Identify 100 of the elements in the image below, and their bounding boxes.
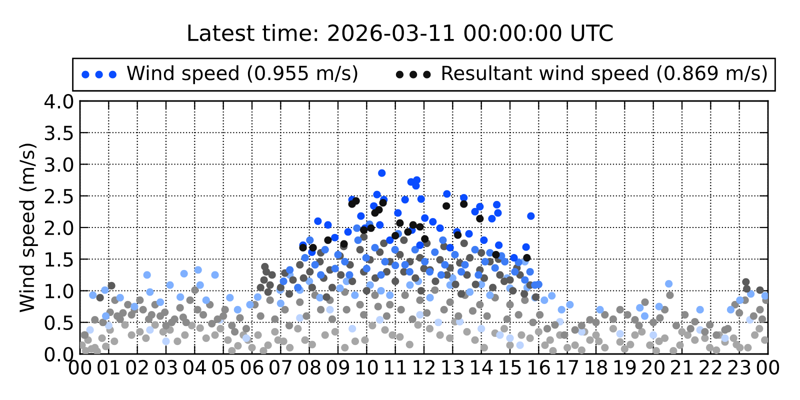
- point: [721, 334, 729, 342]
- x-tick-label: 15: [500, 360, 521, 375]
- point: [246, 300, 254, 308]
- point: [471, 246, 479, 254]
- point: [596, 306, 604, 314]
- point: [280, 277, 288, 286]
- y-tick-label: 4.0: [44, 94, 74, 109]
- point: [480, 236, 488, 244]
- point: [493, 200, 501, 209]
- point: [314, 217, 322, 225]
- point: [457, 268, 466, 276]
- point: [522, 243, 530, 251]
- x-tick-label: 20: [642, 360, 664, 375]
- point: [316, 294, 324, 302]
- legend-label: Wind speed (0.955 m/s): [126, 65, 358, 84]
- point: [478, 324, 486, 333]
- y-tick-label: 3.5: [45, 126, 73, 140]
- y-tick-label: 1.5: [46, 252, 73, 267]
- x-tick-label: 16: [528, 360, 550, 375]
- point: [311, 261, 319, 269]
- point: [439, 236, 447, 244]
- point: [362, 254, 370, 262]
- x-tick-label: 12: [414, 360, 434, 374]
- point: [357, 212, 365, 220]
- point: [321, 246, 329, 254]
- point: [448, 274, 456, 282]
- point: [86, 326, 94, 334]
- y-tick-label: 0.5: [44, 315, 73, 330]
- point: [465, 230, 473, 238]
- point: [421, 258, 429, 266]
- point: [376, 316, 384, 324]
- point: [492, 250, 500, 258]
- point: [746, 290, 755, 298]
- point: [566, 300, 574, 308]
- point: [421, 235, 429, 243]
- point: [486, 291, 494, 299]
- x-tick-label: 06: [240, 360, 264, 375]
- point: [352, 197, 360, 205]
- point: [466, 288, 474, 296]
- point: [316, 271, 325, 279]
- point: [401, 196, 409, 204]
- point: [446, 244, 454, 252]
- y-tick-label: 3.0: [45, 157, 74, 172]
- x-tick-label: 18: [586, 360, 608, 375]
- point: [460, 194, 468, 202]
- point: [526, 268, 534, 276]
- point: [377, 271, 385, 279]
- point: [665, 280, 673, 288]
- point: [234, 306, 242, 314]
- point: [101, 286, 109, 294]
- y-tick-label: 1.0: [46, 284, 74, 298]
- point: [386, 236, 394, 244]
- point: [226, 294, 234, 302]
- point: [636, 304, 644, 312]
- point: [640, 312, 649, 320]
- point: [299, 244, 307, 252]
- x-tick-label: 21: [671, 360, 693, 374]
- point: [376, 221, 384, 229]
- point: [394, 209, 402, 217]
- point: [396, 219, 404, 227]
- point: [194, 266, 202, 274]
- point: [416, 241, 424, 250]
- point: [379, 199, 387, 207]
- x-tick-label: 13: [442, 360, 464, 375]
- point: [344, 228, 352, 236]
- y-tick-label: 2.0: [44, 220, 74, 236]
- point: [496, 331, 504, 339]
- point: [156, 298, 164, 306]
- point: [411, 246, 419, 254]
- point: [371, 244, 379, 252]
- point: [162, 338, 170, 346]
- point: [436, 224, 444, 232]
- point: [392, 262, 400, 270]
- x-tick-label: 00: [756, 360, 780, 375]
- point: [130, 302, 138, 310]
- point: [286, 266, 294, 274]
- point: [451, 250, 459, 258]
- point: [391, 246, 399, 254]
- x-tick-label: 01: [98, 360, 120, 375]
- point: [696, 306, 704, 314]
- point: [429, 218, 437, 226]
- point: [443, 190, 451, 198]
- point: [166, 281, 174, 289]
- point: [488, 214, 496, 222]
- point: [481, 258, 489, 266]
- point: [353, 224, 361, 232]
- point: [294, 284, 302, 292]
- x-tick-label: 09: [326, 360, 350, 375]
- x-tick-label: 22: [700, 360, 722, 374]
- x-tick-label: 17: [557, 360, 578, 374]
- point: [460, 200, 468, 208]
- point: [413, 176, 421, 184]
- point: [521, 276, 529, 284]
- point: [441, 261, 449, 269]
- point: [406, 268, 414, 276]
- point: [486, 248, 494, 257]
- point: [426, 294, 434, 302]
- point: [511, 268, 519, 276]
- point: [514, 258, 522, 266]
- point: [558, 306, 566, 314]
